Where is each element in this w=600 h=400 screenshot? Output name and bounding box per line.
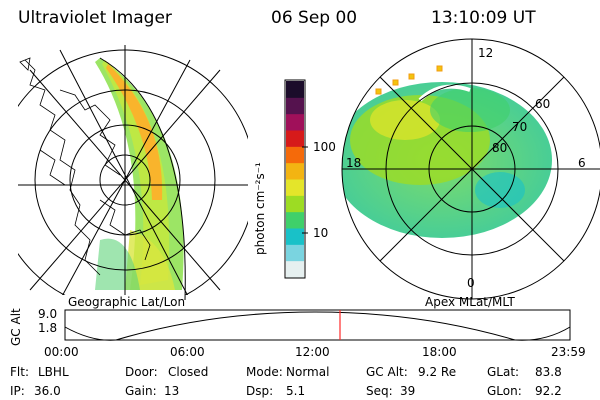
- instrument-title: Ultraviolet Imager: [18, 8, 172, 28]
- time-label: 13:10:09 UT: [431, 8, 536, 28]
- altitude-axis-label: GC Alt: [9, 308, 23, 346]
- colorbar-cell: [286, 195, 304, 213]
- right-panel-label: Apex MLat/MLT: [425, 295, 515, 309]
- time-tick: 00:00: [44, 345, 79, 359]
- info-door-value: Closed: [168, 365, 209, 379]
- time-tick: 06:00: [170, 345, 205, 359]
- info-flt-value: LBHL: [38, 365, 69, 379]
- mlat-label-70: 70: [512, 120, 528, 134]
- mlt-label-18: 18: [346, 156, 362, 170]
- colorbar-cell: [286, 260, 304, 278]
- polar-plot: [341, 38, 600, 300]
- info-dsp-value: 5.1: [286, 384, 306, 398]
- info-glon-value: 92.2: [535, 384, 562, 398]
- altitude-strip: [64, 309, 571, 341]
- info-glon-key: GLon:: [487, 384, 522, 398]
- colorbar-unit-label: photon cm⁻²s⁻¹: [253, 162, 267, 255]
- altitude-tick-high: 9.0: [38, 307, 58, 321]
- info-gain-value: 13: [164, 384, 180, 398]
- colorbar-cell: [286, 211, 304, 229]
- colorbar-cell: [286, 81, 304, 98]
- colorbar-cell: [286, 162, 304, 180]
- time-tick: 18:00: [422, 345, 457, 359]
- colorbar: [284, 79, 308, 279]
- info-door-key: Door:: [125, 365, 158, 379]
- colorbar-cell: [286, 244, 304, 262]
- geographic-map: [18, 45, 248, 301]
- info-mode-key: Mode:: [246, 365, 283, 379]
- mlat-label-80: 80: [492, 141, 508, 155]
- info-gcalt-key: GC Alt:: [366, 365, 408, 379]
- mlt-label-12: 12: [478, 46, 494, 60]
- colorbar-cell: [286, 130, 304, 147]
- info-dsp-key: Dsp:: [246, 384, 274, 398]
- time-tick: 23:59: [551, 345, 586, 359]
- altitude-tick-low: 1.8: [38, 321, 58, 335]
- info-glat-value: 83.8: [535, 365, 562, 379]
- mlat-label-60: 60: [535, 97, 551, 111]
- info-gain-key: Gain:: [125, 384, 157, 398]
- time-tick: 12:00: [295, 345, 330, 359]
- info-gcalt-value: 9.2 Re: [418, 365, 457, 379]
- mlt-label-0: 0: [467, 276, 475, 290]
- left-panel-label: Geographic Lat/Lon: [68, 295, 186, 309]
- colorbar-tick-10: 10: [313, 226, 329, 240]
- colorbar-cell: [286, 228, 304, 245]
- info-glat-key: GLat:: [487, 365, 520, 379]
- info-ip-value: 36.0: [34, 384, 61, 398]
- info-ip-key: IP:: [10, 384, 25, 398]
- date-label: 06 Sep 00: [271, 8, 358, 28]
- colorbar-cell: [286, 179, 304, 196]
- colorbar-tick-100: 100: [313, 140, 336, 154]
- info-mode-value: Normal: [286, 365, 330, 379]
- colorbar-cell: [286, 146, 304, 164]
- colorbar-cell: [286, 97, 304, 115]
- info-flt-key: Flt:: [10, 365, 29, 379]
- mlt-label-6: 6: [578, 156, 586, 170]
- info-seq-key: Seq:: [366, 384, 393, 398]
- info-seq-value: 39: [400, 384, 416, 398]
- colorbar-cell: [286, 113, 304, 131]
